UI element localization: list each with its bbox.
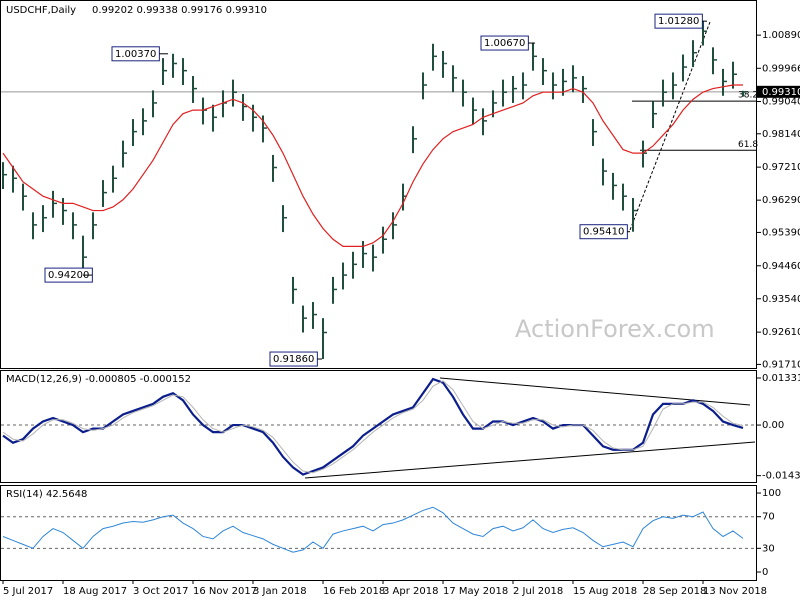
indicator-line xyxy=(2,506,744,553)
fib-label: 38.2 xyxy=(738,91,758,101)
x-tick-label: 3 Apr 2018 xyxy=(383,586,438,597)
price-panel xyxy=(0,0,757,369)
annotation-label: 1.01280 xyxy=(658,16,699,27)
annotation-label: 1.00370 xyxy=(115,49,156,60)
y-tick-label: 0.93540 xyxy=(762,294,800,305)
y-tick-label: 0.96290 xyxy=(762,195,800,206)
ohlc-readout: 0.99202 0.99338 0.99176 0.99310 xyxy=(92,5,267,16)
indicator-line xyxy=(2,377,744,476)
y-tick-label: 0.95390 xyxy=(762,227,800,238)
y-tick-label: -0.014323 xyxy=(762,471,800,482)
y-tick-label: 0.99966 xyxy=(762,63,800,74)
annotation-label: 1.00670 xyxy=(484,38,525,49)
x-tick-label: 16 Nov 2017 xyxy=(193,586,257,597)
y-tick-label: 1.00890 xyxy=(762,30,800,41)
y-tick-label: 0.00 xyxy=(762,420,784,431)
indicator-line xyxy=(2,380,744,474)
x-tick-label: 17 May 2018 xyxy=(443,586,508,597)
trend-line xyxy=(629,21,711,231)
y-tick-label: 30 xyxy=(762,543,775,554)
moving-average xyxy=(2,84,743,248)
macd-panel xyxy=(0,370,757,483)
x-tick-label: 16 Feb 2018 xyxy=(323,586,385,597)
y-tick-label: 0.94460 xyxy=(762,261,800,272)
x-tick-label: 5 Jul 2017 xyxy=(3,586,53,597)
x-tick-label: 28 Sep 2018 xyxy=(643,586,706,597)
x-tick-label: 3 Oct 2017 xyxy=(133,586,188,597)
macd-trend-line xyxy=(439,377,751,406)
y-tick-label: 0.013319 xyxy=(762,373,800,384)
macd-trend-line xyxy=(304,441,756,479)
y-tick-label: 100 xyxy=(762,488,781,499)
last-price-label: 0.99310 xyxy=(762,87,800,98)
y-tick-label: 0.99040 xyxy=(762,97,800,108)
x-tick-label: 13 Nov 2018 xyxy=(703,586,767,597)
y-tick-label: 0.97210 xyxy=(762,162,800,173)
x-tick-label: 2 Jul 2018 xyxy=(513,586,563,597)
y-tick-label: 0.91710 xyxy=(762,359,800,370)
y-tick-label: 0.98140 xyxy=(762,129,800,140)
rsi-title: RSI(14) 42.5648 xyxy=(6,489,87,500)
x-tick-label: 15 Aug 2018 xyxy=(573,586,637,597)
annotation-label: 0.94200 xyxy=(48,270,89,281)
watermark: ActionForex.com xyxy=(515,315,715,343)
y-tick-label: 0.92610 xyxy=(762,327,800,338)
annotation-label: 0.91860 xyxy=(273,354,314,365)
x-tick-label: 3 Jan 2018 xyxy=(253,586,307,597)
macd-title: MACD(12,26,9) -0.000805 -0.000152 xyxy=(6,374,191,385)
annotation-label: 0.95410 xyxy=(583,227,624,238)
x-tick-label: 18 Aug 2017 xyxy=(63,586,127,597)
rsi-panel xyxy=(0,485,757,581)
fib-label: 61.8 xyxy=(738,140,758,150)
symbol-title: USDCHF,Daily xyxy=(6,5,76,16)
y-tick-label: 0 xyxy=(762,567,768,578)
last-price-box xyxy=(757,85,800,98)
y-tick-label: 70 xyxy=(762,512,775,523)
